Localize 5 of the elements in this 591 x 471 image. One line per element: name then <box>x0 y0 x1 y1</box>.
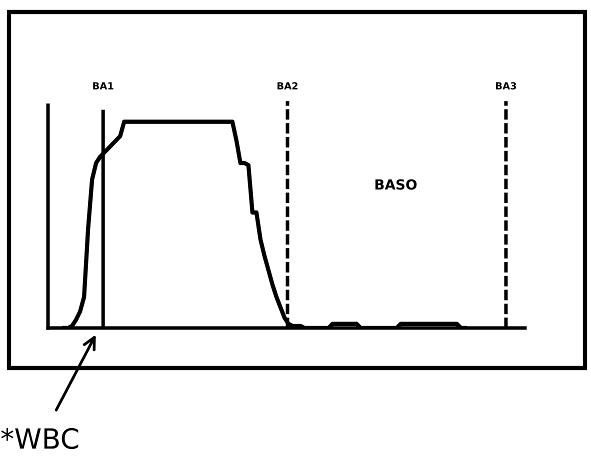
text: BA1 <box>93 82 114 90</box>
annotation: BASO <box>375 179 417 190</box>
text: BA2 <box>278 82 298 90</box>
text: BA3 <box>496 82 516 90</box>
text: *WBC <box>1 428 78 450</box>
